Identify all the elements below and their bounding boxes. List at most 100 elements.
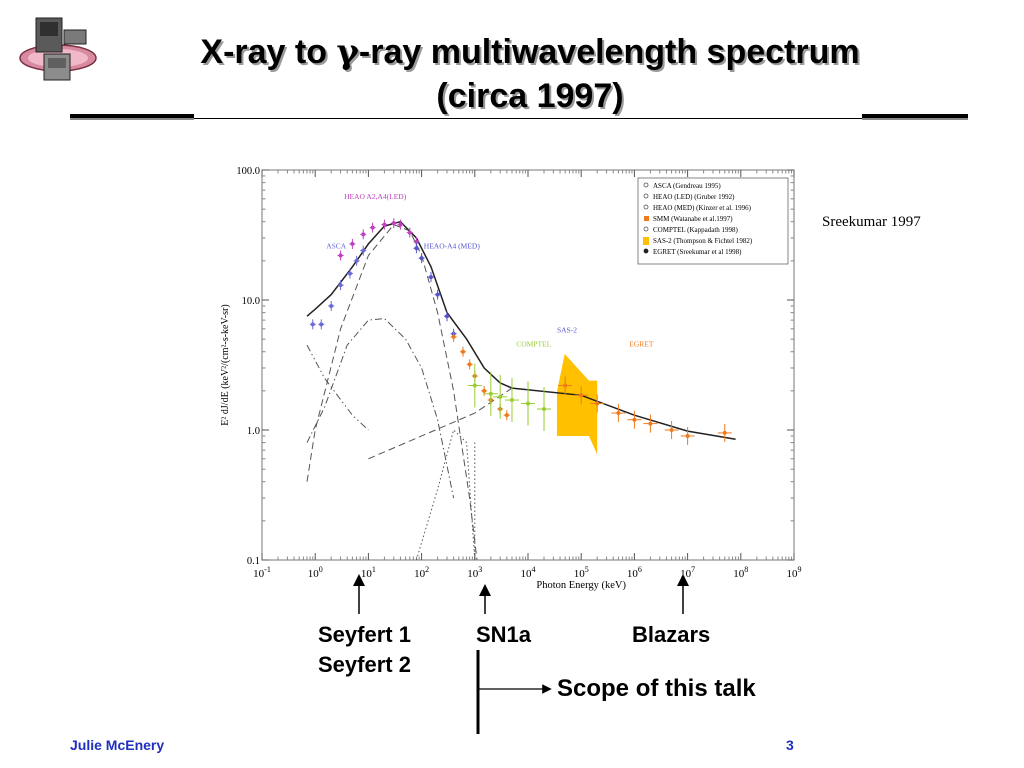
x-axis-title: Photon Energy (keV) [536,580,626,591]
data-point [428,275,433,280]
x-tick-label: 100 [308,565,323,580]
mission-logo [19,17,97,81]
plot-label-heao-led: HEAO A2,A4(LED) [344,192,407,201]
data-point [488,391,493,396]
legend-box [637,177,789,265]
legend-entry: EGRET (Sreekumar et al 1998) [653,248,742,256]
x-tick-label: 104 [521,565,536,580]
data-point [414,246,419,251]
legend-entry: HEAO (MED) (Kinzer et al. 1996) [653,204,752,212]
gamma-symbol: γ [336,32,359,72]
data-point [563,383,568,388]
x-tick-label: 105 [574,565,589,580]
legend-entry: ASCA (Gendreau 1995) [653,182,721,190]
title-rule-left [70,114,194,118]
sn1a-label: SN1a [476,622,532,647]
data-point [669,428,674,432]
page-number: 3 [786,737,794,753]
data-point [467,362,472,367]
title-prefix: X-ray to [200,33,337,71]
title-rule-middle [194,118,862,119]
legend-entry: HEAO (LED) (Gruber 1992) [653,193,735,201]
data-point [370,225,375,230]
data-point [542,407,547,412]
model-curve-low-energy-component [306,344,369,431]
data-point [407,230,412,235]
data-point [722,430,727,435]
x-tick-label: 106 [627,565,642,580]
model-curve-seyfert-2 [306,317,455,499]
data-point [350,241,355,246]
data-point [435,292,440,297]
slide-title: X-ray to γ-ray multiwavelength spectrum … [110,30,950,118]
x-tick-label: 102 [414,565,429,580]
title-line-1: X-ray to γ-ray multiwavelength spectrum [110,30,950,74]
x-tick-label: 109 [787,565,802,580]
data-point [482,388,487,393]
seyfert-1-label: Seyfert 1 [318,622,411,647]
plot-label-heao-med: HEAO-A4 (MED) [424,241,481,250]
model-curve-total [306,220,736,440]
legend-entry: SAS-2 (Thompson & Fichtel 1982) [653,237,753,245]
data-point [361,248,366,253]
plot-label-egret: EGRET [629,339,654,348]
x-tick-label: 103 [467,565,482,580]
footer-author: Julie McEnery [70,737,165,753]
data-point [526,401,530,406]
y-tick-label: 10.0 [242,296,260,307]
legend-marker [643,248,649,254]
y-tick-label: 100.0 [236,166,260,177]
model-curve-sn1a [415,429,476,561]
data-point [310,322,315,327]
data-point [354,258,359,263]
data-point [319,322,324,327]
sas2-band [556,354,598,455]
data-point [347,271,352,276]
legend-marker [643,226,649,232]
data-point [616,411,621,416]
data-point [595,401,600,406]
legend-marker [643,193,649,199]
spectrum-chart: 10-1 100 101 102 103 104 105 106 107 108 1090.11.0… [220,166,802,591]
data-point [632,417,637,422]
scope-of-talk-label: Scope of this talk [557,675,756,702]
data-point [504,413,509,418]
seyfert-2-label: Seyfert 2 [318,652,411,677]
data-point [579,393,584,398]
data-point [361,232,366,237]
title-rule-right [862,114,968,118]
data-point [444,314,449,319]
data-point [329,303,334,308]
data-point [451,334,456,339]
data-point [338,283,343,288]
figure-credit: Sreekumar 1997 [822,214,921,230]
legend-marker [644,216,649,221]
data-point [419,256,424,261]
data-point [414,239,419,244]
plot-label-asca: ASCA [326,241,347,250]
data-point [382,222,387,227]
x-tick-label: 101 [361,565,376,580]
x-tick-label: 10-1 [253,565,271,580]
plot-label-comptel: COMPTEL [516,339,551,348]
data-point [338,253,343,258]
legend-entry: COMPTEL (Kappadath 1998) [653,226,739,234]
data-point [460,349,465,354]
data-point [398,222,403,227]
y-tick-label: 0.1 [247,556,260,567]
x-tick-label: 108 [733,565,748,580]
y-tick-label: 1.0 [247,426,260,437]
data-point [472,383,477,388]
data-point [648,421,653,426]
data-point [498,394,503,399]
legend-marker [643,204,649,210]
title-suffix: -ray multiwavelength spectrum [358,33,860,71]
plot-label-sas2: SAS-2 [557,326,577,335]
data-point [685,433,690,438]
title-line-2: (circa 1997) [436,77,624,115]
legend-marker [643,182,649,188]
legend-entry: SMM (Watanabe et al.1997) [653,215,733,223]
data-point [391,221,396,226]
legend-marker [643,237,649,245]
